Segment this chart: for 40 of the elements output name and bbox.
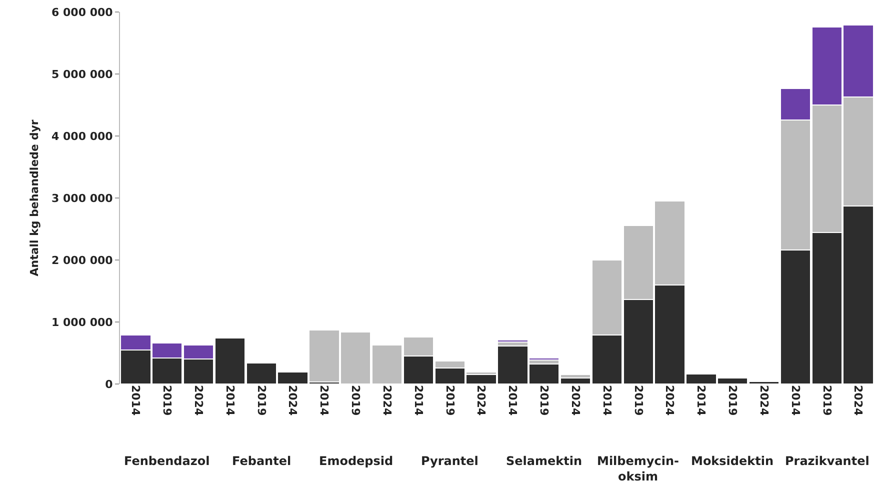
y-tick-label: 4 000 000 <box>52 130 114 143</box>
y-tick-label: 0 <box>105 378 114 391</box>
x-tick-label: 2019 <box>726 385 740 416</box>
x-tick-label: 2024 <box>380 385 394 416</box>
y-tick-label: 2 000 000 <box>52 254 114 267</box>
text: Fenbendazol <box>124 454 210 468</box>
text: Febantel <box>232 454 292 468</box>
x-tick-label: 2014 <box>506 385 520 416</box>
x-tick-label: 2024 <box>757 385 770 416</box>
x-tick-label: 2019 <box>254 385 268 416</box>
text: Selamektin <box>506 454 582 468</box>
x-tick-label: 2019 <box>820 385 834 416</box>
y-tick-label: 3 000 000 <box>52 192 114 205</box>
x-tick-label: 2014 <box>694 385 708 416</box>
x-tick-label: 2019 <box>160 385 174 416</box>
x-tick-label: 2019 <box>349 385 362 416</box>
x-tick-label: 2014 <box>788 385 802 416</box>
x-tick-label: 2024 <box>568 385 582 416</box>
x-tick-label: 2019 <box>538 385 551 416</box>
x-tick-label: 2014 <box>223 385 236 416</box>
x-tick-label: 2019 <box>443 385 456 416</box>
x-tick-label: 2014 <box>600 385 614 416</box>
x-tick-label: 2024 <box>192 385 205 416</box>
y-tick-label: 5 000 000 <box>52 68 114 81</box>
x-tick-label: 2024 <box>663 385 676 416</box>
x-tick-label: 2024 <box>286 385 300 416</box>
x-tick-label: 2014 <box>129 385 142 416</box>
text: Milbemycin-oksim <box>597 454 679 484</box>
text: Prazikvantel <box>785 454 870 468</box>
text: Emodepsid <box>319 454 394 468</box>
text: Pyrantel <box>421 454 478 468</box>
x-tick-label: 2019 <box>632 385 645 416</box>
x-tick-label: 2014 <box>412 385 425 416</box>
y-tick-label: 6 000 000 <box>52 6 114 19</box>
text: Moksidektin <box>691 454 774 468</box>
x-tick-label: 2014 <box>318 385 331 416</box>
x-tick-label: 2024 <box>852 385 865 416</box>
y-axis-title: Antall kg behandlede dyr <box>28 119 42 276</box>
y-tick-label: 1 000 000 <box>52 316 114 329</box>
x-tick-label: 2024 <box>474 385 488 416</box>
